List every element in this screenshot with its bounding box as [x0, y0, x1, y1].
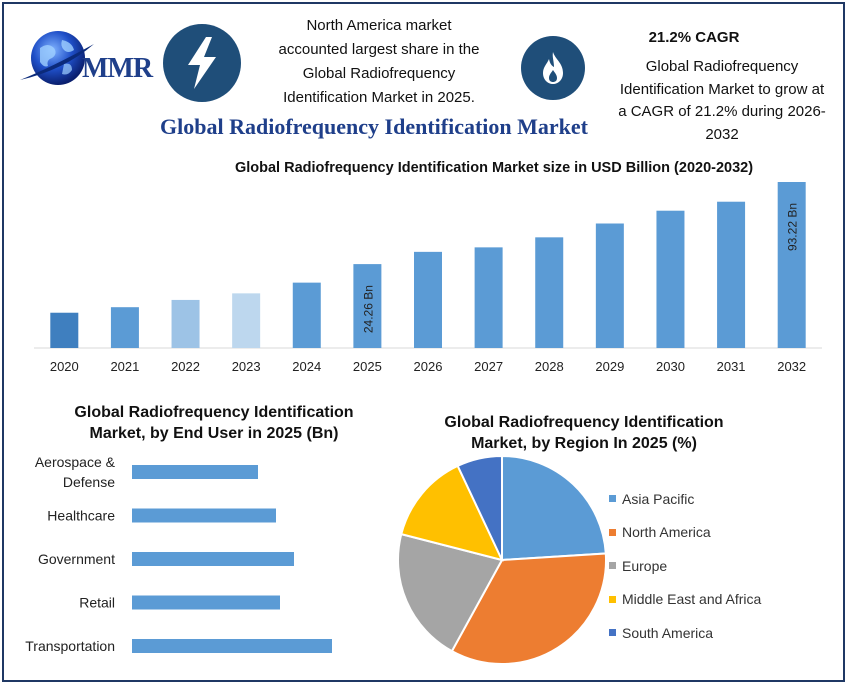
x-tick-label: 2027 [474, 359, 503, 374]
region-title-line: Global Radiofrequency Identification [444, 414, 724, 431]
legend-swatch [609, 495, 616, 503]
pie-slice-asia-pacific [501, 454, 607, 562]
hbar-healthcare [132, 508, 276, 523]
globe-logo-icon [20, 31, 94, 85]
pie-slice-middle-east-and-africa [400, 464, 504, 562]
bar-2032 [777, 182, 806, 348]
x-tick-label: 2022 [171, 359, 200, 374]
pie-slice-europe [397, 532, 504, 653]
legend-label: Middle East and Africa [622, 591, 762, 608]
hbar-category-label: Transportation [25, 638, 115, 654]
north-america-line: accounted largest share in the [278, 41, 480, 58]
bar-2028 [535, 237, 564, 348]
pie-legend: Asia Pacific North America Europe Middle Ea… [609, 482, 839, 650]
bar-2020 [50, 312, 79, 348]
legend-item: Asia Pacific [609, 482, 839, 516]
north-america-line: Identification Market in 2025. [283, 89, 475, 106]
legend-label: Asia Pacific [622, 490, 695, 507]
cagr-line: Global Radiofrequency [645, 58, 799, 75]
x-tick-label: 2030 [656, 359, 685, 374]
bar-2023 [232, 293, 261, 348]
hbar-transportation [132, 639, 332, 653]
region-chart-title: Global Radiofrequency Identification Mar… [409, 412, 759, 454]
mmr-logo [18, 26, 158, 94]
x-tick-label: 2020 [50, 359, 79, 374]
end-user-bar-chart: Aerospace & Defense Healthcare Government Re… [25, 454, 332, 654]
hbar-government [132, 552, 294, 566]
legend-label: South America [622, 624, 714, 641]
hbar-category-label: Aerospace & [35, 454, 116, 470]
legend-label: North America [622, 524, 711, 541]
bar-2031 [717, 201, 746, 348]
legend-item: Europe [609, 549, 839, 583]
hbar-category-label: Government [38, 551, 115, 567]
region-pie-chart [397, 454, 607, 665]
legend-label: Europe [622, 557, 668, 574]
logo-text: MMR [82, 53, 153, 84]
hbar-aerospace-defense [132, 465, 258, 479]
x-tick-label: 2031 [717, 359, 746, 374]
hbar-category-label: Healthcare [47, 508, 115, 524]
lightning-bolt-icon [163, 24, 241, 102]
bar-chart-title: Global Radiofrequency Identification Mar… [234, 160, 754, 176]
bar-2022 [171, 299, 200, 348]
end-user-title-line: Market, by End User in 2025 (Bn) [89, 425, 339, 442]
cagr-line: Identification Market to grow at [619, 80, 825, 98]
bar-2027 [474, 247, 503, 348]
bar-data-label: 93.22 Bn [786, 203, 800, 251]
bar-2021 [110, 307, 139, 348]
bar-data-label: 24.26 Bn [361, 285, 375, 333]
end-user-title-line: Global Radiofrequency Identification [74, 404, 354, 421]
north-america-line: Global Radiofrequency [302, 65, 456, 82]
legend-swatch [609, 562, 616, 570]
bar-2030 [656, 210, 685, 348]
legend-swatch [609, 528, 616, 536]
north-america-line: North America market [306, 17, 452, 34]
legend-item: North America [609, 516, 839, 550]
cagr-callout: Global Radiofrequency Identification Mar… [598, 56, 846, 146]
cagr-line: a CAGR of 21.2% during 2026- [618, 103, 826, 120]
bar-2029 [595, 223, 624, 348]
cagr-line: 2032 [705, 125, 739, 143]
x-tick-label: 2021 [110, 359, 139, 374]
end-user-chart-title: Global Radiofrequency Identification Mar… [29, 402, 399, 444]
region-title-line: Market, by Region In 2025 (%) [471, 435, 697, 452]
main-title: Global Radiofrequency Identification Mar… [160, 114, 588, 139]
legend-item: South America [609, 616, 839, 650]
north-america-callout: North America market accounted largest s… [249, 14, 509, 110]
x-tick-label: 2023 [232, 359, 261, 374]
flame-icon [521, 36, 585, 100]
hbar-category-label: Retail [79, 595, 115, 611]
legend-swatch [609, 595, 616, 603]
x-tick-label: 2032 [777, 359, 806, 374]
hbar-retail [132, 595, 280, 610]
x-tick-label: 2028 [535, 359, 564, 374]
x-tick-label: 2024 [292, 359, 321, 374]
x-tick-label: 2029 [595, 359, 624, 374]
bar-2025 [353, 264, 382, 348]
x-tick-label: 2026 [414, 359, 443, 374]
hbar-category-label: Defense [63, 474, 115, 490]
market-size-bar-chart: 2020 2021 2022 2023 2024 2025 24.26 Bn 2026 2027… [34, 182, 822, 374]
legend-swatch [609, 629, 616, 637]
legend-item: Middle East and Africa [609, 583, 839, 617]
x-tick-label: 2025 [353, 359, 382, 374]
pie-slice-south-america [456, 454, 503, 561]
infographic-frame: MMR North America market accounted large… [2, 2, 845, 682]
cagr-title: 21.2% CAGR [648, 29, 740, 46]
bar-2024 [292, 282, 321, 348]
bar-2026 [414, 251, 442, 348]
